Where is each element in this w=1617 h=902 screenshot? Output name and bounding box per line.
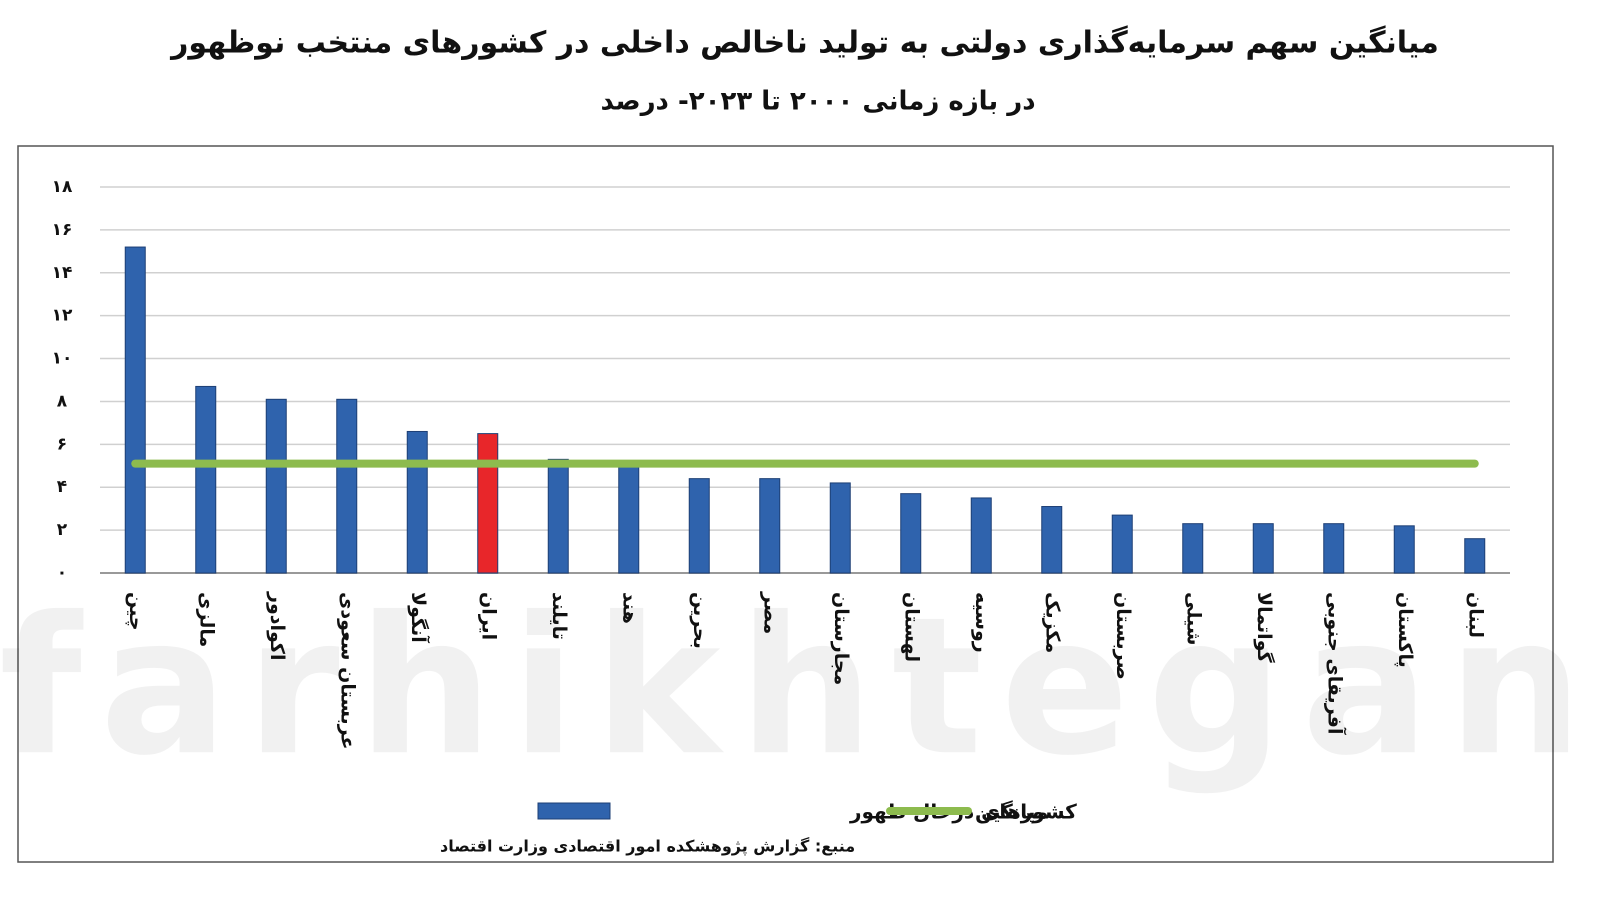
legend-swatch <box>537 802 611 820</box>
x-tick-label: مصر <box>759 591 781 634</box>
y-tick-label: ۱۸ <box>52 177 73 197</box>
bar <box>759 478 781 574</box>
bar <box>618 460 640 574</box>
bar <box>265 398 287 574</box>
x-tick-label: مکزیک <box>1041 592 1063 653</box>
x-tick-label: آفریقای جنوبی <box>1323 592 1347 735</box>
x-tick-label: آنگولا <box>407 592 431 643</box>
x-tick-label: بحرین <box>689 592 711 649</box>
x-tick-label: عربستان سعودی <box>336 592 358 749</box>
bar <box>1464 538 1486 574</box>
x-tick-label: لبنان <box>1464 592 1486 638</box>
x-tick-label: ایران <box>477 592 499 640</box>
bar <box>195 385 217 574</box>
source-note: منبع: گزارش پژوهشکده امور اقتصادی وزارت … <box>440 837 855 857</box>
y-tick-label: ۱۰ <box>52 349 73 369</box>
bar <box>900 493 922 574</box>
bar <box>970 497 992 574</box>
x-tick-label: صربستان <box>1112 592 1134 680</box>
x-tick-label: پاکستان <box>1394 592 1416 668</box>
x-tick-label: روسیه <box>971 592 993 653</box>
bar <box>688 478 710 574</box>
y-tick-label: ۶ <box>57 434 67 454</box>
bar <box>1041 506 1063 574</box>
chart-subtitle: در بازه زمانی ۲۰۰۰ تا ۲۰۲۳- درصد <box>600 87 1035 117</box>
y-tick-label: ۱۲ <box>52 306 73 326</box>
watermark: farhikhtegan <box>0 576 1601 797</box>
x-tick-label: مجارستان <box>830 592 852 685</box>
chart-title: میانگین سهم سرمایه‌گذاری دولتی به تولید … <box>169 25 1439 61</box>
bar <box>477 433 499 574</box>
y-tick-label: ۲ <box>57 520 68 540</box>
legend-label: میانگین <box>975 800 1048 824</box>
x-tick-label: اکوادور <box>266 591 288 661</box>
bar <box>829 482 851 574</box>
chart-frame <box>17 145 1554 863</box>
y-tick-label: ۱۶ <box>52 220 73 240</box>
x-tick-label: مالزی <box>195 592 217 647</box>
bar <box>1393 525 1415 574</box>
bar <box>336 398 358 574</box>
bar <box>1323 523 1345 574</box>
x-tick-label: گواتمالا <box>1253 592 1276 664</box>
bar <box>1252 523 1274 574</box>
bar <box>1111 514 1133 574</box>
y-tick-label: ۸ <box>57 391 68 411</box>
x-tick-label: شیلی <box>1182 592 1204 645</box>
x-tick-label: هند <box>618 592 640 624</box>
x-tick-label: لهستان <box>900 592 922 662</box>
y-tick-label: ۱۴ <box>52 263 73 283</box>
bar <box>124 246 146 574</box>
bar <box>1182 523 1204 574</box>
y-tick-label: ۴ <box>57 477 67 497</box>
bar <box>547 458 569 574</box>
x-tick-label: چین <box>125 592 147 631</box>
bar <box>406 430 428 574</box>
y-tick-label: ۰ <box>57 563 67 583</box>
x-tick-label: تایلند <box>548 592 570 640</box>
